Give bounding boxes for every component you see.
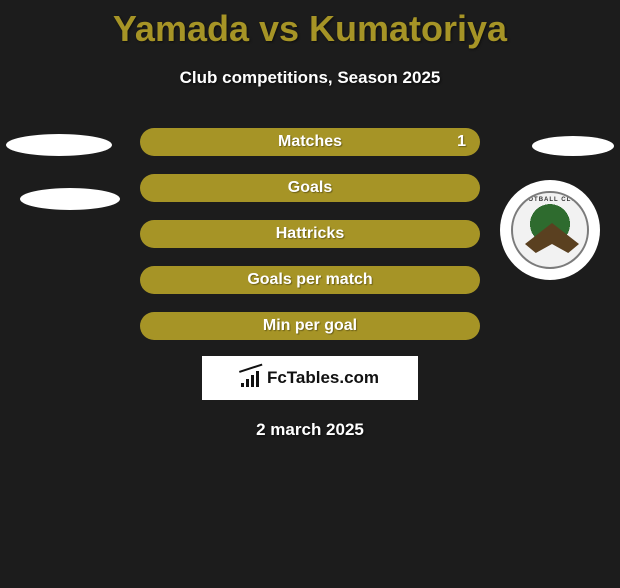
stat-label: Hattricks [276,225,344,243]
stat-row-goals: Goals [140,174,480,202]
stat-label: Goals per match [247,271,372,289]
bar-chart-icon [241,369,263,387]
club-badge-text: FOOTBALL CLUB [513,197,587,203]
page-subtitle: Club competitions, Season 2025 [0,68,620,88]
stat-label: Goals [288,179,332,197]
player-right-photo-placeholder [532,136,614,156]
stat-row-min-per-goal: Min per goal [140,312,480,340]
stat-value-right: 1 [457,133,466,151]
club-badge-right: FOOTBALL CLUB [500,180,600,280]
club-badge-inner: FOOTBALL CLUB [511,191,589,269]
page-title: Yamada vs Kumatoriya [0,8,620,50]
stat-row-hattricks: Hattricks [140,220,480,248]
branding-box: FcTables.com [202,356,418,400]
footer-date: 2 march 2025 [0,420,620,440]
stat-row-matches: Matches 1 [140,128,480,156]
stat-label: Min per goal [263,317,357,335]
player-left-photo-placeholder-1 [6,134,112,156]
branding-text: FcTables.com [267,368,379,388]
stat-label: Matches [278,133,342,151]
eagle-icon [525,223,579,253]
stat-row-goals-per-match: Goals per match [140,266,480,294]
player-left-photo-placeholder-2 [20,188,120,210]
